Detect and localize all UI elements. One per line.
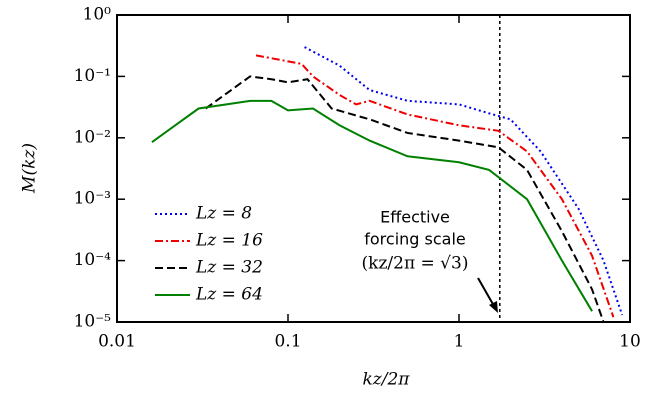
y-tick-label: 10⁻³ — [74, 189, 111, 209]
arrow-head — [489, 301, 498, 313]
x-tick-label: 1 — [454, 332, 465, 352]
x-tick-label: 0.1 — [274, 332, 301, 352]
x-axis-label: kz/2π — [363, 370, 411, 390]
y-tick-label: 10⁰ — [83, 5, 112, 25]
line-series — [304, 46, 624, 316]
y-tick-label: 10⁻⁴ — [74, 250, 112, 270]
line-series — [151, 99, 593, 312]
legend-label: Lz = 64 — [195, 285, 263, 305]
y-tick-label: 10⁻² — [74, 127, 111, 147]
legend-label: Lz = 16 — [195, 231, 263, 251]
plot-frame — [116, 14, 631, 323]
x-tick-label: 10 — [619, 332, 641, 352]
y-tick-label: 10⁻⁵ — [74, 312, 112, 332]
y-axis-label: M(kz) — [20, 143, 40, 194]
y-tick-label: 10⁻¹ — [74, 66, 111, 86]
line-series — [205, 75, 605, 323]
line-series — [255, 54, 615, 318]
arrow — [477, 277, 495, 307]
annotation: Effective — [380, 208, 450, 227]
x-tick-label: 0.01 — [98, 332, 136, 352]
annotation: forcing scale — [364, 230, 466, 249]
annotation: (kz/2π = √3) — [362, 254, 469, 274]
legend-label: Lz = 32 — [195, 258, 263, 278]
legend-label: Lz = 8 — [195, 204, 252, 224]
